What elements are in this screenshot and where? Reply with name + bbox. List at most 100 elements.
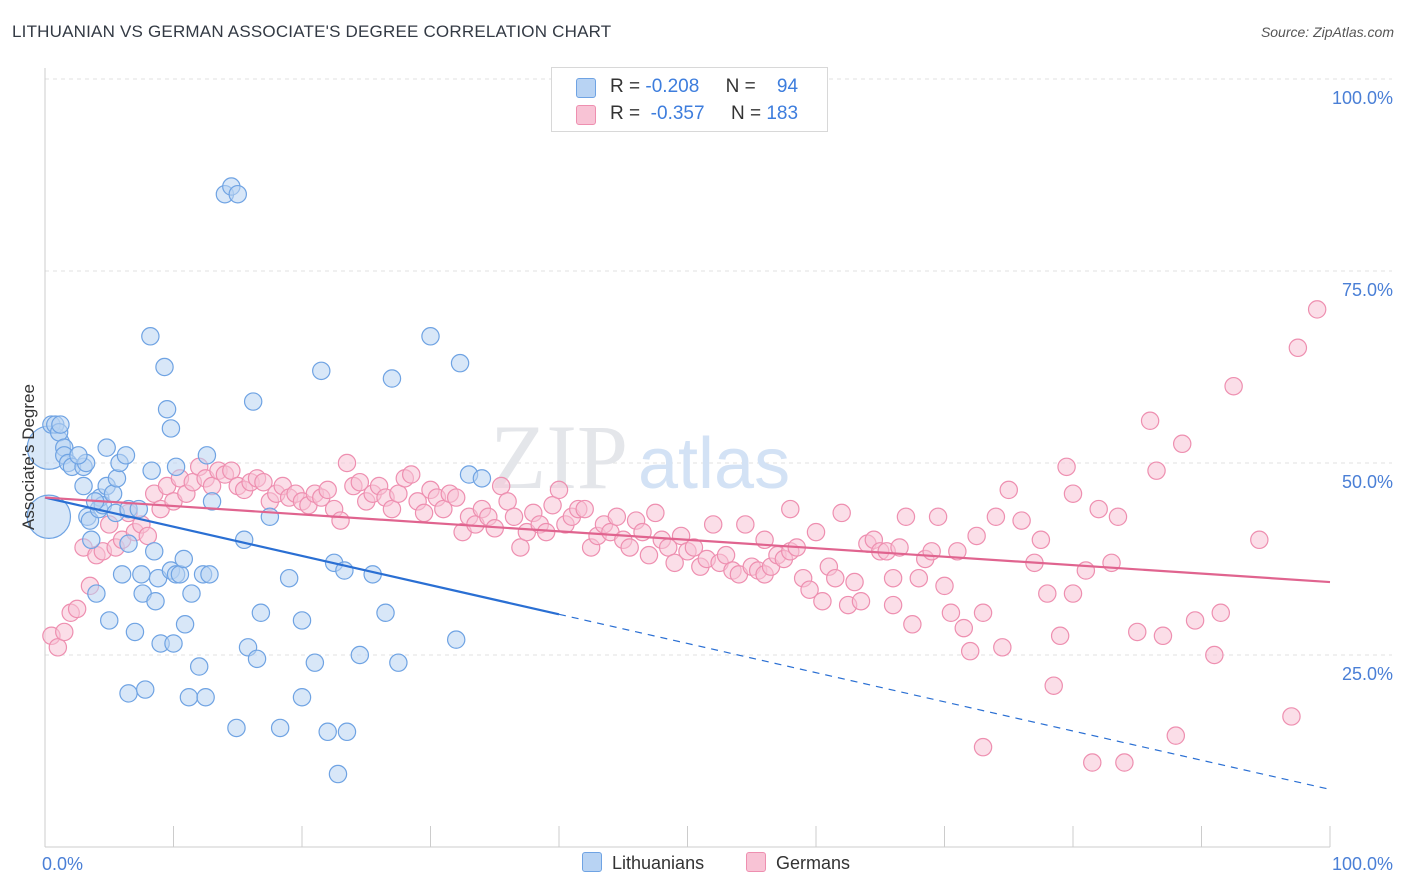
lithuanian-point <box>166 457 186 477</box>
lithuanian-point <box>157 399 177 419</box>
german-point <box>67 599 87 619</box>
german-point <box>1063 584 1083 603</box>
lithuanian-point <box>74 476 93 496</box>
lithuanian-point <box>107 469 127 488</box>
pink-swatch <box>576 105 596 125</box>
german-point <box>254 472 273 492</box>
blue-swatch <box>576 78 596 98</box>
german-point <box>446 488 466 507</box>
german-point <box>511 538 530 557</box>
lithuanian-point <box>146 591 165 611</box>
lithuanian-point <box>189 657 209 676</box>
pink-swatch <box>746 852 766 872</box>
lithuanian-point <box>142 461 161 480</box>
german-point <box>389 484 408 503</box>
german-point <box>684 538 704 557</box>
german-point <box>1108 507 1128 526</box>
german-point <box>948 542 967 561</box>
german-point <box>1307 300 1327 319</box>
german-point <box>1115 753 1134 772</box>
german-point <box>1224 376 1243 396</box>
lithuanian-point <box>144 542 164 561</box>
german-point <box>1083 753 1102 772</box>
lithuanian-point <box>26 494 72 539</box>
german-point <box>222 461 241 480</box>
german-point <box>350 472 370 492</box>
german-point <box>1211 603 1231 622</box>
german-point <box>491 476 511 496</box>
german-point <box>1031 530 1051 550</box>
r-label: R = <box>610 103 641 124</box>
lithuanian-point <box>292 611 312 630</box>
lithuanian-point <box>69 446 88 465</box>
lithuanian-point <box>260 507 280 526</box>
lithuanian-point <box>227 718 246 738</box>
r-value: -0.208 <box>645 76 700 97</box>
lithuanian-point <box>292 687 312 707</box>
german-point <box>903 615 922 634</box>
lithuanian-point <box>234 530 254 550</box>
lithuanian-point <box>472 469 492 488</box>
lithuanian-point <box>376 603 395 622</box>
lithuanian-point <box>421 327 440 346</box>
lithuanian-point <box>141 327 160 346</box>
german-point <box>716 545 736 565</box>
lithuanian-point <box>450 353 470 373</box>
n-label: N = <box>725 76 756 97</box>
lithuanian-point <box>51 415 70 434</box>
german-point <box>1038 584 1057 603</box>
german-point <box>813 591 832 611</box>
german-point <box>999 480 1018 500</box>
german-point <box>1153 626 1173 646</box>
german-point <box>1288 338 1308 358</box>
lithuanian-point <box>251 603 271 622</box>
lithuanian-point <box>350 645 370 665</box>
german-point <box>1172 434 1192 454</box>
lithuanian-point <box>228 184 247 204</box>
german-point <box>414 503 434 523</box>
lithuanian-point <box>247 649 267 669</box>
x-tick-label: 100.0% <box>1332 854 1393 874</box>
german-point <box>1089 499 1108 519</box>
y-axis-label: Associate's Degree <box>19 384 38 530</box>
lithuanian-point <box>200 565 219 584</box>
german-point <box>967 526 986 546</box>
german-points <box>42 300 1327 772</box>
german-point <box>543 495 562 515</box>
german-trend-line <box>44 496 1331 584</box>
lithuanian-point <box>119 534 138 553</box>
german-point <box>1205 645 1224 665</box>
german-point <box>55 622 74 642</box>
german-point <box>620 538 639 557</box>
german-point <box>928 507 948 526</box>
lithuanian-point <box>97 438 116 457</box>
lithuanian-trend-line <box>44 496 560 616</box>
german-point <box>1140 411 1160 430</box>
german-point <box>1050 626 1070 646</box>
german-point <box>890 538 909 557</box>
y-tick-label: 50.0% <box>1342 472 1393 492</box>
german-point <box>337 453 357 473</box>
lithuanian-point <box>389 653 408 672</box>
german-point <box>909 568 929 588</box>
lithuanian-point <box>132 565 151 584</box>
german-point <box>1076 561 1096 580</box>
source-label: Source: ZipAtlas.com <box>1260 24 1394 40</box>
german-point <box>935 576 954 596</box>
grid-lines <box>45 78 1392 656</box>
y-tick-label: 75.0% <box>1342 280 1393 300</box>
german-point <box>434 499 453 519</box>
german-point <box>536 522 556 542</box>
lithuanian-point <box>182 584 201 603</box>
german-point <box>993 638 1012 657</box>
german-point <box>1012 511 1031 530</box>
lithuanian-point <box>305 653 325 672</box>
german-point <box>1147 461 1166 480</box>
lithuanian-point <box>87 584 106 603</box>
lithuanian-point <box>175 615 195 634</box>
german-point <box>549 480 569 500</box>
lithuanian-point <box>337 722 357 742</box>
german-point <box>703 515 723 534</box>
lithuanian-point <box>382 369 402 388</box>
